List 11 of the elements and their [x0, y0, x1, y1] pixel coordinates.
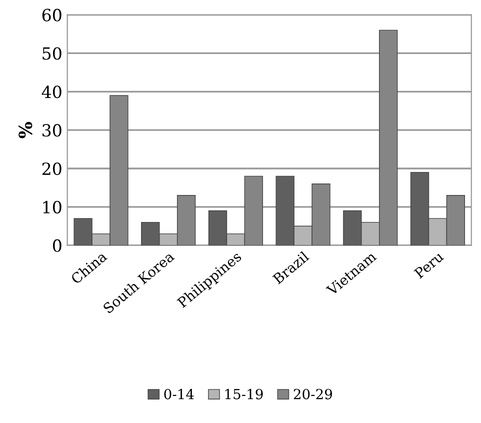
- y-tick-label: 60: [42, 8, 62, 22]
- legend-label: 0-14: [164, 388, 194, 400]
- y-tick-label: 50: [42, 47, 62, 60]
- y-tick-label: 0: [52, 239, 62, 252]
- y-tick-label: 40: [42, 86, 62, 98]
- y-tick-label: 20: [42, 162, 62, 176]
- y-axis-title: %: [18, 122, 32, 138]
- legend-label: 20-29: [294, 388, 332, 400]
- y-tick-label: 10: [43, 200, 62, 214]
- y-tick-label: 30: [42, 124, 62, 137]
- legend-label: 15-19: [225, 388, 263, 400]
